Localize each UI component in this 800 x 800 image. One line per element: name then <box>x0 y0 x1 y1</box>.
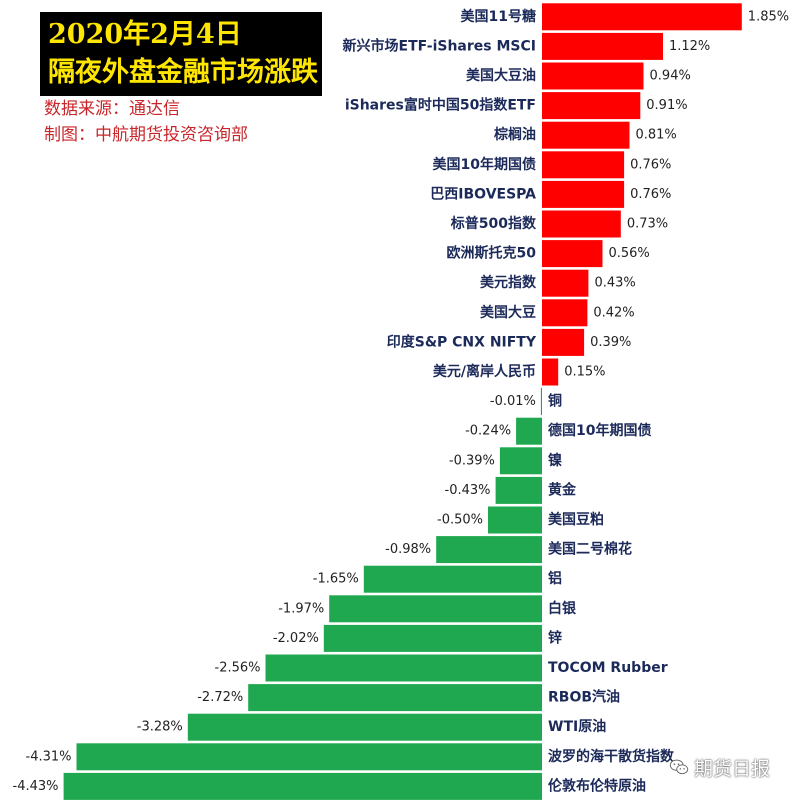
bar-down <box>76 743 542 771</box>
bar-down <box>63 772 542 800</box>
value-label: -0.50% <box>437 513 483 528</box>
chart-date-title: 2020年2月4日 <box>48 19 242 50</box>
bar-up <box>542 299 588 327</box>
bar-up <box>542 240 603 268</box>
watermark-text: 期货日报 <box>694 757 771 780</box>
bar-down <box>488 506 542 534</box>
category-label: 美元指数 <box>480 274 537 291</box>
category-label: 镍 <box>548 452 562 469</box>
category-label: 欧洲斯托克50 <box>447 245 537 262</box>
category-label: 巴西IBOVESPA <box>430 186 536 202</box>
category-label: WTI原油 <box>548 718 606 735</box>
watermark: 期货日报 <box>668 752 770 782</box>
bar-down <box>329 595 542 623</box>
value-label: -4.43% <box>13 779 59 794</box>
bar-down <box>516 417 542 445</box>
category-label: 美国豆粕 <box>548 511 604 528</box>
bar-down <box>248 684 542 712</box>
category-label: 美国大豆 <box>480 304 536 321</box>
category-label: 标普500指数 <box>450 215 537 232</box>
data-source-note: 数据来源：通达信 <box>44 99 180 119</box>
value-label: 1.85% <box>748 9 789 24</box>
wechat-icon <box>669 759 689 775</box>
category-label: 白银 <box>548 600 577 617</box>
category-label: 美国11号糖 <box>461 8 536 25</box>
category-label: 美国二号棉花 <box>548 541 632 558</box>
category-label: iShares富时中国50指数ETF <box>345 97 536 114</box>
bar-up <box>542 32 663 60</box>
value-label: 0.56% <box>608 246 649 261</box>
category-label: 黄金 <box>548 481 577 498</box>
category-label: 铜 <box>548 393 562 410</box>
category-label: 铝 <box>548 570 562 587</box>
bar-down <box>499 447 542 475</box>
bar-up <box>542 62 644 90</box>
bar-down <box>265 654 542 682</box>
value-label: 0.39% <box>590 335 631 350</box>
value-label: 0.76% <box>630 157 671 172</box>
category-label: 印度S&P CNX NIFTY <box>387 333 537 350</box>
bar-down <box>540 388 542 416</box>
category-label: 美元/离岸人民币 <box>433 363 536 380</box>
value-label: 0.94% <box>650 69 691 84</box>
bar-up <box>542 121 630 149</box>
value-label: 0.15% <box>564 365 605 380</box>
category-label: RBOB汽油 <box>548 689 620 706</box>
bar-up <box>542 210 621 238</box>
category-label: 德国10年期国债 <box>548 422 651 439</box>
value-label: 0.91% <box>646 98 687 113</box>
title-panel: 2020年2月4日 隔夜外盘金融市场涨跌 <box>40 12 322 96</box>
value-label: -1.65% <box>313 572 359 587</box>
chart-maker-note: 制图：中航期货投资咨询部 <box>44 125 248 145</box>
category-label: TOCOM Rubber <box>548 660 668 676</box>
bar-up <box>542 358 559 386</box>
category-label: 波罗的海干散货指数 <box>548 748 675 765</box>
value-label: -0.43% <box>445 483 491 498</box>
bar-down <box>436 536 542 564</box>
category-label: 新兴市场ETF-iShares MSCI <box>343 37 536 54</box>
chart-title: 隔夜外盘金融市场涨跌 <box>48 57 318 88</box>
bar-up <box>542 151 625 179</box>
value-label: -0.01% <box>490 394 536 409</box>
bar-down <box>495 476 542 504</box>
value-label: -3.28% <box>137 720 183 735</box>
value-label: -2.56% <box>215 661 261 676</box>
value-label: 1.12% <box>669 39 710 54</box>
value-label: 0.73% <box>627 217 668 232</box>
bar-down <box>187 713 543 741</box>
value-label: 0.81% <box>635 128 676 143</box>
value-label: -0.24% <box>465 424 511 439</box>
bar-up <box>542 3 742 31</box>
value-label: -2.72% <box>197 690 243 705</box>
value-label: -4.31% <box>26 749 72 764</box>
value-label: -1.97% <box>278 601 324 616</box>
value-label: 0.76% <box>630 187 671 202</box>
value-label: -0.98% <box>385 542 431 557</box>
value-label: -0.39% <box>449 453 495 468</box>
category-label: 棕榈油 <box>493 126 536 143</box>
category-label: 美国大豆油 <box>466 67 536 84</box>
bar-down <box>363 565 542 593</box>
value-label: 0.42% <box>593 305 634 320</box>
category-label: 美国10年期国债 <box>433 156 536 173</box>
bar-up <box>542 92 641 120</box>
category-label: 伦敦布伦特原油 <box>548 777 646 794</box>
category-label: 锌 <box>548 629 562 646</box>
bar-down <box>323 624 542 652</box>
bar-up <box>542 328 585 356</box>
bar-up <box>542 269 589 297</box>
bar-up <box>542 180 625 208</box>
value-label: 0.43% <box>594 276 635 291</box>
value-label: -2.02% <box>273 631 319 646</box>
